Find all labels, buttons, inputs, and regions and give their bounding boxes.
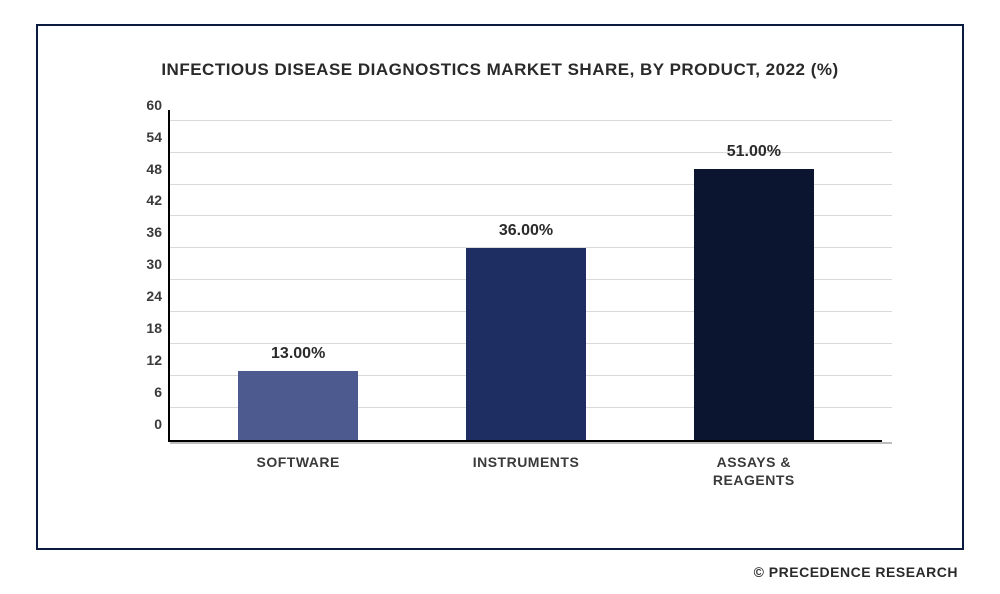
y-tick-label: 60 [128, 97, 162, 113]
bar-value-label: 13.00% [271, 345, 325, 363]
y-tick-label: 0 [128, 416, 162, 432]
x-axis-shadow [170, 442, 892, 444]
y-tick-label: 6 [128, 384, 162, 400]
y-tick-label: 48 [128, 161, 162, 177]
x-category-label: INSTRUMENTS [473, 454, 580, 472]
chart-title: INFECTIOUS DISEASE DIAGNOSTICS MARKET SH… [38, 60, 962, 80]
y-tick-label: 42 [128, 192, 162, 208]
bar [466, 248, 586, 440]
y-tick-label: 36 [128, 224, 162, 240]
y-tick-label: 54 [128, 129, 162, 145]
y-tick-label: 24 [128, 288, 162, 304]
grid-line [170, 120, 892, 121]
bar-value-label: 36.00% [499, 222, 553, 240]
bar [694, 169, 814, 440]
bar-group: 51.00%ASSAYS & REAGENTS [694, 169, 814, 440]
grid-line [170, 152, 892, 153]
y-tick-label: 18 [128, 320, 162, 336]
y-tick-label: 30 [128, 256, 162, 272]
axes: 0612182430364248546013.00%SOFTWARE36.00%… [168, 110, 882, 442]
bar-group: 13.00%SOFTWARE [238, 371, 358, 440]
bar [238, 371, 358, 440]
bar-value-label: 51.00% [727, 143, 781, 161]
chart-frame: INFECTIOUS DISEASE DIAGNOSTICS MARKET SH… [36, 24, 964, 550]
x-category-label: ASSAYS & REAGENTS [713, 454, 795, 489]
y-tick-label: 12 [128, 352, 162, 368]
x-category-label: SOFTWARE [256, 454, 339, 472]
bar-group: 36.00%INSTRUMENTS [466, 248, 586, 440]
attribution-text: © PRECEDENCE RESEARCH [754, 564, 958, 580]
plot-area: 0612182430364248546013.00%SOFTWARE36.00%… [168, 110, 882, 442]
